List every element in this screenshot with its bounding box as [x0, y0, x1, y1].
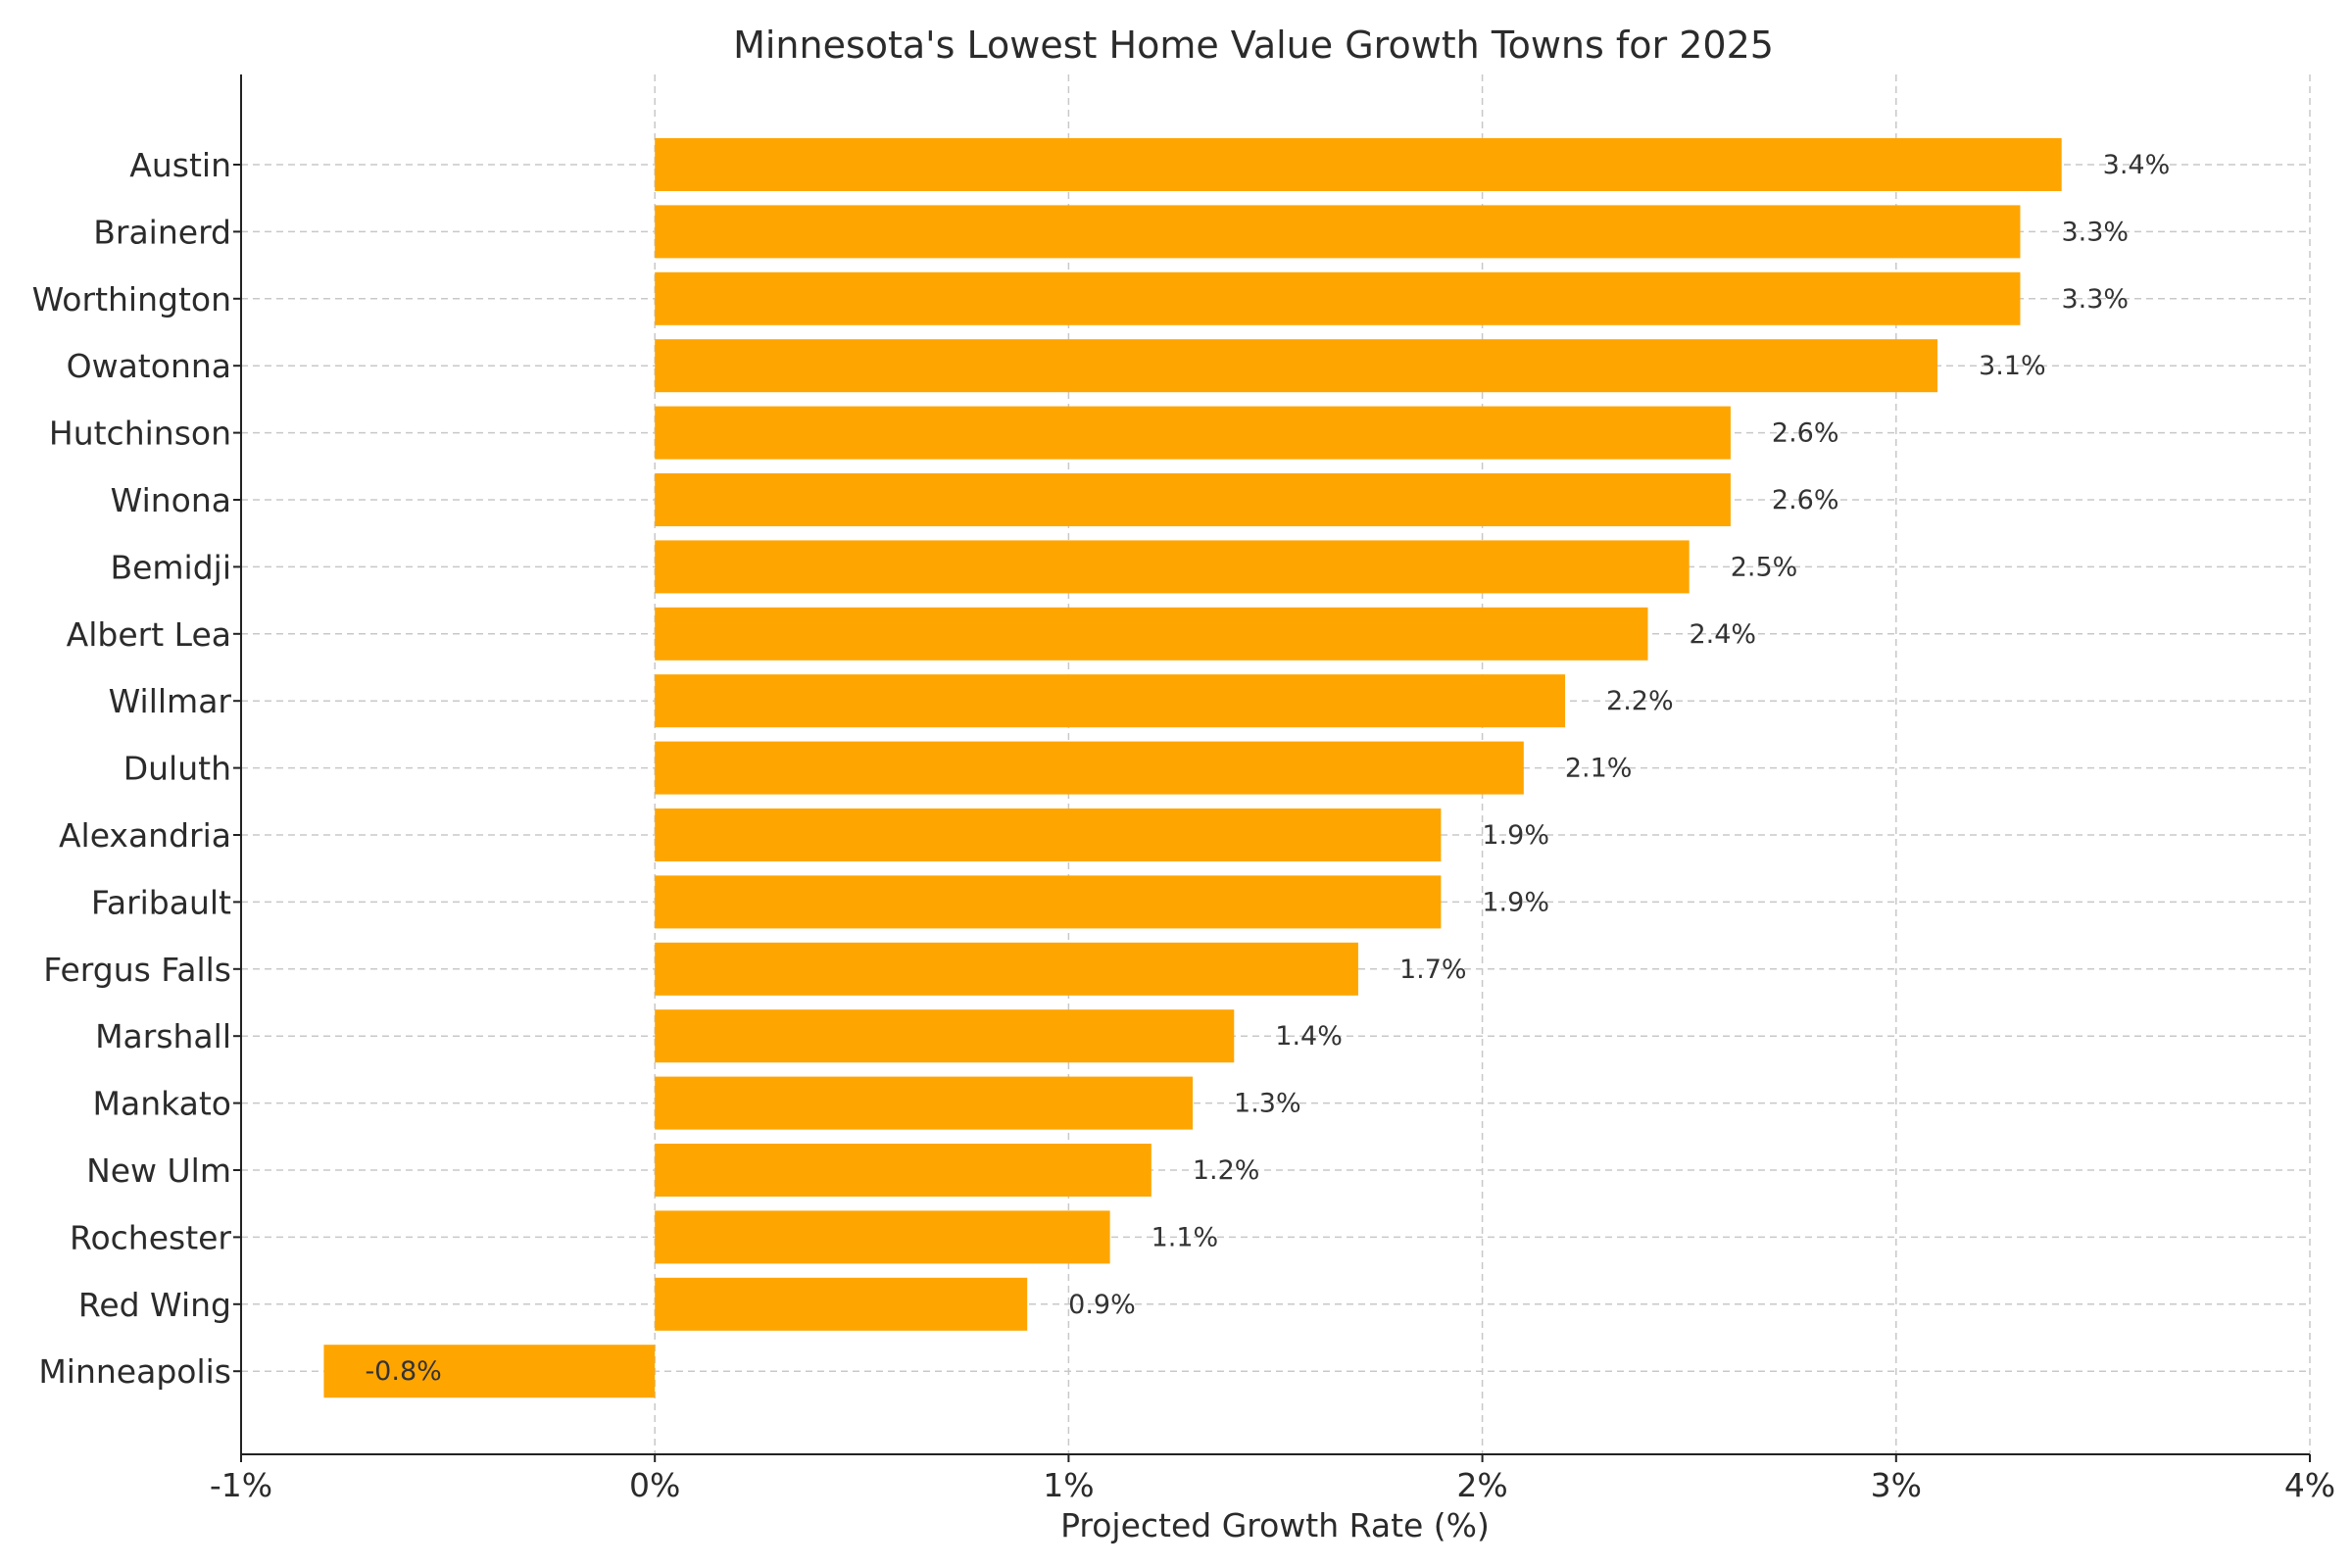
bar-value-label: 2.1% [1565, 754, 1633, 784]
y-tick-label: Minneapolis [38, 1352, 231, 1391]
bar-value-label: 1.7% [1399, 955, 1467, 985]
bar-value-label: 2.6% [1772, 418, 1839, 449]
y-tick-label: Bemidji [110, 548, 231, 586]
bars [323, 138, 2062, 1398]
x-tick-labels: -1% 0% 1% 2% 3% 4% [210, 1454, 2335, 1504]
bar-value-label: 2.4% [1689, 619, 1756, 650]
bar [655, 1009, 1235, 1063]
bar [655, 138, 2062, 191]
bar [655, 205, 2021, 259]
bar [655, 741, 1524, 795]
y-tick-label: Worthington [32, 280, 231, 318]
bar-value-label: 1.9% [1482, 887, 1549, 917]
bar-value-label: 3.3% [2061, 284, 2129, 315]
data-labels: 3.4% 3.3% 3.3% 3.1% 2.6% 2.6% 2.5% 2.4% 2.2% 2.1%… [365, 150, 2170, 1387]
x-tick-label: -1% [210, 1466, 272, 1504]
bar-value-label: 1.4% [1275, 1021, 1343, 1052]
bar [655, 406, 1731, 460]
y-tick-label: Rochester [70, 1218, 231, 1256]
y-tick-label: Hutchinson [49, 415, 231, 453]
chart-title: Minnesota's Lowest Home Value Growth Tow… [733, 24, 1774, 67]
bar [655, 271, 2021, 325]
y-tick-label: Willmar [109, 682, 232, 720]
bar [655, 1144, 1152, 1197]
bar [655, 1076, 1194, 1130]
y-tick-labels: Austin Brainerd Worthington Owatonna Hutchin… [32, 146, 241, 1391]
bar-value-label: 1.2% [1193, 1155, 1260, 1186]
y-tick-label: Austin [129, 146, 231, 184]
x-tick-label: 1% [1043, 1466, 1094, 1504]
bar [655, 1210, 1110, 1264]
bar [655, 875, 1442, 929]
bar-value-label: 2.2% [1606, 686, 1674, 716]
y-tick-label: Red Wing [78, 1286, 231, 1324]
bar [655, 1277, 1028, 1331]
y-tick-label: Faribault [91, 883, 231, 921]
bar-value-label: 1.1% [1152, 1222, 1219, 1252]
y-tick-label: Winona [111, 481, 231, 519]
y-tick-label: Fergus Falls [43, 951, 231, 989]
x-tick-label: 0% [629, 1466, 680, 1504]
bar-value-label: 1.9% [1482, 820, 1549, 851]
bar [655, 473, 1731, 526]
bar [655, 808, 1442, 861]
y-tick-label: Albert Lea [67, 615, 231, 654]
y-tick-label: New Ulm [86, 1152, 231, 1190]
bar-value-label: 3.1% [1979, 351, 2046, 381]
y-tick-label: Mankato [93, 1085, 232, 1123]
bar-value-label: 3.3% [2061, 217, 2129, 247]
x-tick-label: 3% [1871, 1466, 1922, 1504]
bar-value-label: 2.6% [1772, 485, 1839, 515]
bar [655, 540, 1690, 594]
bar [655, 607, 1648, 661]
y-tick-label: Owatonna [67, 347, 231, 385]
y-tick-label: Duluth [123, 750, 231, 788]
bar [655, 339, 1938, 393]
y-tick-label: Brainerd [93, 213, 231, 251]
x-tick-label: 2% [1456, 1466, 1507, 1504]
bar [655, 674, 1566, 728]
bar-value-label: 2.5% [1731, 552, 1798, 582]
bar [323, 1345, 656, 1398]
x-axis-label: Projected Growth Rate (%) [1060, 1506, 1490, 1544]
bar-value-label: -0.8% [365, 1356, 441, 1387]
bar-value-label: 0.9% [1068, 1290, 1136, 1320]
y-tick-label: Marshall [95, 1017, 231, 1055]
bar [655, 942, 1358, 996]
bar-value-label: 1.3% [1234, 1089, 1301, 1119]
bar-value-label: 3.4% [2103, 150, 2171, 180]
y-tick-label: Alexandria [59, 816, 231, 855]
x-tick-label: 4% [2284, 1466, 2335, 1504]
